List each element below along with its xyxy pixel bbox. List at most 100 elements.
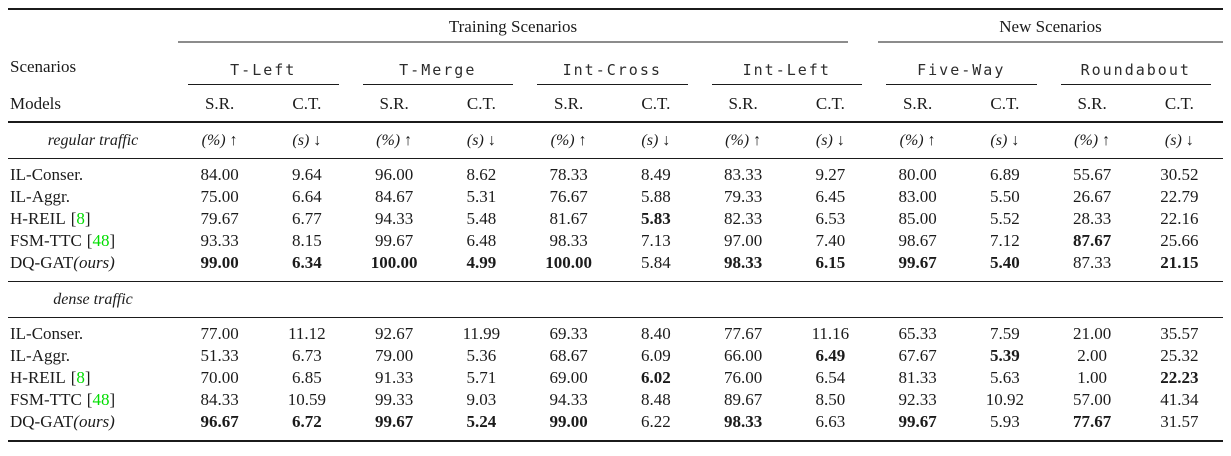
citation-open-bracket: [ [86, 390, 93, 409]
scenario-header-roundabout: Roundabout [1049, 43, 1224, 85]
metric-value: 98.33 [699, 411, 787, 442]
metric-value: 99.67 [874, 252, 962, 282]
model-label: H-REIL [10, 209, 66, 228]
table-row: DQ-GAT(ours) 96.67 6.72 99.67 5.24 99.00 6.22 9… [8, 411, 1223, 442]
metric-value: 85.00 [898, 209, 937, 228]
metric-value: 5.93 [961, 411, 1049, 442]
citation-close-bracket: ] [84, 209, 91, 228]
table-row: H-REIL [8] 79.67 6.77 94.33 5.48 81.67 5.83 82.3… [8, 208, 1223, 230]
unit-label: (%) [201, 131, 226, 149]
model-cell: FSM-TTC [48] [8, 389, 176, 411]
metric-value: 6.22 [612, 411, 700, 442]
metric-value: 21.15 [1135, 252, 1223, 282]
metric-value: 87.67 [1073, 231, 1112, 250]
group-header-spacer [8, 9, 176, 43]
model-label: DQ-GAT [10, 412, 74, 431]
citation-open-bracket: [ [86, 231, 93, 250]
metric-value: 5.52 [990, 209, 1020, 228]
metric-value: 10.92 [985, 390, 1024, 409]
group-header-training: Training Scenarios [448, 17, 578, 36]
unit-label: (%) [725, 131, 750, 149]
metric-value: 100.00 [525, 252, 613, 282]
model-cell: IL-Conser. [8, 318, 176, 346]
metric-value: 96.67 [176, 411, 264, 442]
metric-header-sr: S.R. [874, 85, 962, 123]
metric-value: 6.63 [786, 411, 874, 442]
section-label: regular traffic [8, 122, 176, 159]
metric-value: 7.12 [990, 231, 1020, 250]
metric-value: 6.73 [292, 346, 322, 365]
metric-value: 92.67 [375, 324, 414, 343]
scenario-name: Roundabout [1060, 61, 1211, 85]
metric-value: 8.50 [815, 390, 846, 409]
metric-value: 57.00 [1073, 390, 1112, 409]
metric-value: 11.12 [288, 324, 326, 343]
section-row-1: dense traffic [8, 281, 1223, 318]
metric-value: 69.00 [549, 368, 588, 387]
scenarios-label: Scenarios [10, 57, 77, 76]
metric-value: 6.64 [292, 187, 322, 206]
metric-value: 6.72 [263, 411, 351, 442]
metric-value: 6.34 [263, 252, 351, 282]
metric-value: 6.77 [292, 209, 322, 228]
metric-header-sr: S.R. [176, 85, 264, 123]
metric-header-ct: C.T. [437, 85, 525, 123]
metric-value: 98.33 [549, 231, 588, 250]
metric-value: 5.24 [437, 411, 525, 442]
citation-close-bracket: ] [109, 231, 116, 250]
model-ours-suffix: (ours) [73, 412, 115, 431]
metric-value: 78.33 [549, 165, 588, 184]
metric-value: 31.57 [1135, 411, 1223, 442]
citation-close-bracket: ] [84, 368, 91, 387]
metric-value: 8.48 [641, 390, 671, 409]
metric-value: 5.31 [466, 187, 497, 206]
table-row: IL-Conser. 84.00 9.64 96.00 8.62 78.33 8.49 83.… [8, 159, 1223, 187]
unit-header-success-rate: (%) ↑ [176, 122, 264, 159]
model-cell: DQ-GAT(ours) [8, 252, 176, 282]
metric-value: 77.67 [724, 324, 763, 343]
metric-value: 77.00 [200, 324, 239, 343]
metric-value: 6.45 [815, 187, 846, 206]
unit-label: (%) [550, 131, 575, 149]
metric-value: 99.00 [176, 252, 264, 282]
scenario-name: T-Left [188, 61, 339, 85]
model-cell: DQ-GAT(ours) [8, 411, 176, 442]
metric-value: 10.59 [287, 390, 326, 409]
model-label: FSM-TTC [10, 231, 82, 250]
model-cell: IL-Conser. [8, 159, 176, 187]
metric-value: 75.00 [200, 187, 239, 206]
citation-link[interactable]: 48 [92, 390, 110, 409]
citation-link[interactable]: 8 [76, 368, 85, 387]
metric-value: 77.67 [1048, 411, 1136, 442]
unit-label: (%) [899, 131, 924, 149]
metric-value: 99.67 [874, 411, 962, 442]
metric-value: 11.99 [462, 324, 501, 343]
metric-value: 9.03 [466, 390, 497, 409]
metric-value: 83.00 [898, 187, 937, 206]
scenario-header-int-left: Int-Left [700, 43, 875, 85]
citation-link[interactable]: 48 [92, 231, 110, 250]
metric-value: 6.15 [786, 252, 874, 282]
new-scenarios-rule: New Scenarios [878, 17, 1223, 43]
metric-header-sr: S.R. [1048, 85, 1136, 123]
up-arrow-icon: ↑ [404, 131, 413, 149]
metric-value: 25.66 [1160, 231, 1199, 250]
scenario-header-t-merge: T-Merge [351, 43, 526, 85]
metric-value: 79.67 [200, 209, 239, 228]
metric-value: 97.00 [724, 231, 763, 250]
unit-label: (s) [1164, 131, 1182, 149]
metric-value: 8.40 [641, 324, 671, 343]
metric-header-sr: S.R. [699, 85, 787, 123]
model-cell: H-REIL [8] [8, 367, 176, 389]
metric-value: 69.33 [549, 324, 588, 343]
metric-value: 26.67 [1073, 187, 1112, 206]
down-arrow-icon: ↓ [487, 131, 496, 149]
group-header-training-cell: Training Scenarios [176, 9, 874, 43]
metric-header-ct: C.T. [961, 85, 1049, 123]
model-label: IL-Conser. [10, 324, 84, 343]
citation-link[interactable]: 8 [76, 209, 85, 228]
metric-value: 6.54 [815, 368, 846, 387]
metric-value: 51.33 [200, 346, 239, 365]
unit-header-success-rate: (%) ↑ [874, 122, 962, 159]
metric-value: 98.67 [898, 231, 937, 250]
